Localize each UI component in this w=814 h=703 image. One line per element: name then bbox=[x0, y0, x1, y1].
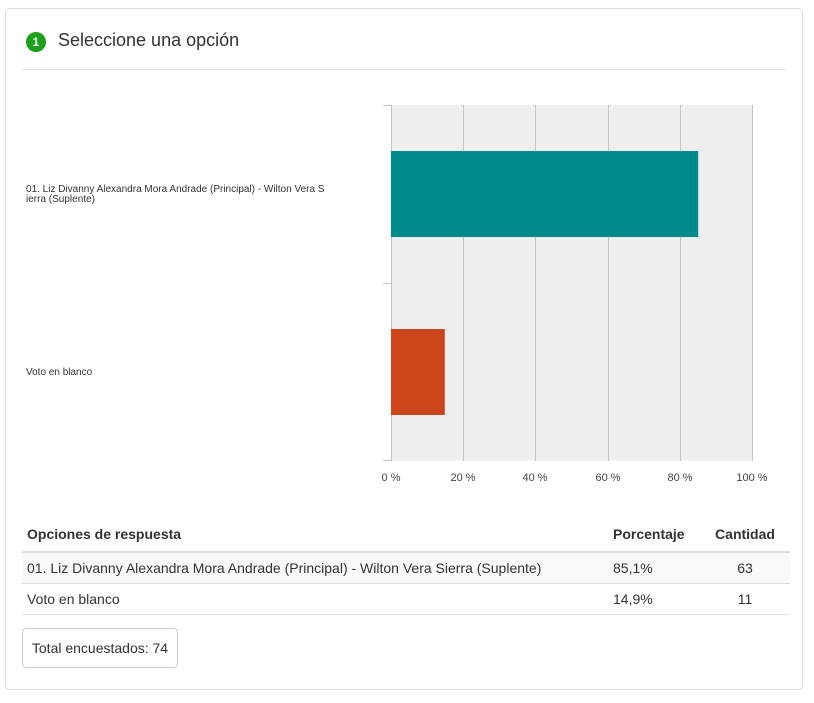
header-percent: Porcentaje bbox=[608, 517, 700, 553]
question-number-badge: 1 bbox=[26, 32, 46, 52]
header-option: Opciones de respuesta bbox=[22, 517, 608, 553]
x-tick-label: 100 % bbox=[736, 472, 767, 484]
table-row: 01. Liz Divanny Alexandra Mora Andrade (… bbox=[22, 552, 790, 584]
bar bbox=[391, 151, 699, 237]
results-table: Opciones de respuesta Porcentaje Cantida… bbox=[22, 517, 790, 615]
table-header-row: Opciones de respuesta Porcentaje Cantida… bbox=[22, 517, 790, 553]
question-panel: 1 Seleccione una opción 0 % 20 % 40 % 60 % 8… bbox=[5, 8, 803, 690]
row-percent: 14,9% bbox=[608, 583, 700, 615]
question-header: 1 Seleccione una opción bbox=[22, 25, 786, 70]
row-count: 63 bbox=[700, 552, 790, 584]
question-title: Seleccione una opción bbox=[58, 30, 240, 50]
x-tick-label: 80 % bbox=[667, 472, 692, 484]
table-row: Voto en blanco 14,9% 11 bbox=[22, 583, 790, 615]
category-label: 01. Liz Divanny Alexandra Mora Andrade (… bbox=[26, 184, 325, 205]
row-option: Voto en blanco bbox=[22, 583, 608, 615]
header-count: Cantidad bbox=[700, 517, 790, 553]
row-count: 11 bbox=[700, 583, 790, 615]
x-tick-label: 0 % bbox=[382, 472, 401, 484]
results-bar-chart: 0 % 20 % 40 % 60 % 80 % 100 % 01. Liz Divanny … bbox=[26, 105, 768, 484]
x-tick-label: 60 % bbox=[595, 472, 620, 484]
category-label: Voto en blanco bbox=[26, 367, 93, 378]
total-respondents-box: Total encuestados: 74 bbox=[22, 628, 178, 668]
row-option: 01. Liz Divanny Alexandra Mora Andrade (… bbox=[22, 552, 608, 584]
x-tick-label: 20 % bbox=[450, 472, 475, 484]
bar bbox=[391, 329, 445, 415]
row-percent: 85,1% bbox=[608, 552, 700, 584]
x-tick-label: 40 % bbox=[522, 472, 547, 484]
